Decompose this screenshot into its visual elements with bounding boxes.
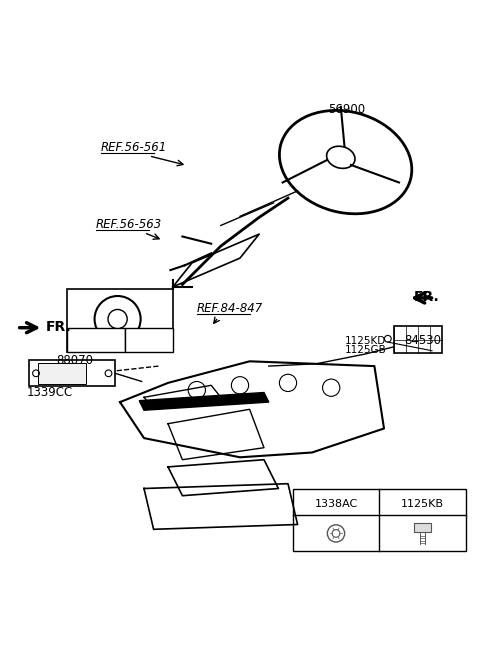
Text: FR.: FR. xyxy=(414,290,440,304)
Bar xyxy=(29,360,115,386)
Text: 1338AC: 1338AC xyxy=(314,499,358,509)
Bar xyxy=(394,327,442,352)
Text: 84530: 84530 xyxy=(404,334,441,347)
Text: 1125GB: 1125GB xyxy=(345,344,386,354)
Bar xyxy=(67,328,125,352)
Bar xyxy=(125,328,173,352)
Bar xyxy=(414,523,431,532)
Text: 1125KB: 1125KB xyxy=(401,499,444,509)
Text: 88070: 88070 xyxy=(57,354,94,366)
Bar xyxy=(38,363,86,384)
Text: REF.56-561: REF.56-561 xyxy=(101,141,167,154)
Bar xyxy=(293,489,466,551)
Polygon shape xyxy=(120,361,384,458)
Text: 1339CC: 1339CC xyxy=(26,386,72,399)
Text: FR.: FR. xyxy=(46,320,72,334)
Text: 56900: 56900 xyxy=(328,103,365,116)
Polygon shape xyxy=(139,392,269,410)
Text: REF.56-563: REF.56-563 xyxy=(96,218,162,231)
Text: 1125KD: 1125KD xyxy=(345,336,386,346)
Text: REF.84-847: REF.84-847 xyxy=(197,302,263,315)
Bar xyxy=(67,289,173,352)
